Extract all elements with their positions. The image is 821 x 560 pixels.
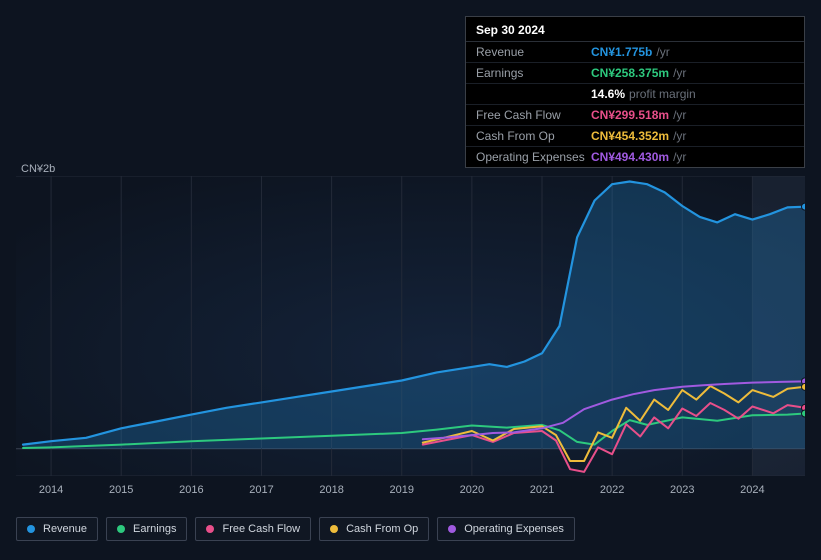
tooltip-unit: /yr (673, 150, 686, 164)
tooltip-value: 14.6% (591, 87, 625, 101)
tooltip-label (476, 87, 591, 101)
x-axis-label: 2024 (740, 484, 764, 496)
tooltip-row: Free Cash FlowCN¥299.518m/yr (466, 105, 804, 126)
tooltip-value: CN¥494.430m (591, 150, 669, 164)
x-axis-label: 2022 (600, 484, 624, 496)
line-chart[interactable] (16, 176, 805, 476)
legend-item[interactable]: Revenue (16, 517, 98, 541)
legend-label: Earnings (133, 523, 176, 535)
legend-dot-icon (27, 525, 35, 533)
chart-tooltip: Sep 30 2024 RevenueCN¥1.775b/yrEarningsC… (465, 16, 805, 168)
legend-dot-icon (117, 525, 125, 533)
legend-label: Revenue (43, 523, 87, 535)
legend-dot-icon (330, 525, 338, 533)
tooltip-row: Cash From OpCN¥454.352m/yr (466, 126, 804, 147)
tooltip-unit: /yr (673, 129, 686, 143)
legend-item[interactable]: Earnings (106, 517, 187, 541)
x-axis-label: 2017 (249, 484, 273, 496)
y-axis-label: CN¥2b (21, 163, 55, 175)
tooltip-unit: /yr (656, 45, 669, 59)
x-axis-label: 2015 (109, 484, 133, 496)
tooltip-row: 14.6% profit margin (466, 84, 804, 105)
legend: Revenue Earnings Free Cash Flow Cash From O… (16, 517, 575, 541)
tooltip-value: CN¥1.775b (591, 45, 652, 59)
x-axis-label: 2021 (530, 484, 554, 496)
legend-item[interactable]: Free Cash Flow (195, 517, 311, 541)
x-axis-label: 2019 (389, 484, 413, 496)
legend-label: Operating Expenses (464, 523, 564, 535)
legend-label: Cash From Op (346, 523, 418, 535)
tooltip-row: EarningsCN¥258.375m/yr (466, 63, 804, 84)
tooltip-row: Operating ExpensesCN¥494.430m/yr (466, 147, 804, 167)
tooltip-unit: /yr (673, 108, 686, 122)
tooltip-row: RevenueCN¥1.775b/yr (466, 42, 804, 63)
legend-item[interactable]: Operating Expenses (437, 517, 575, 541)
x-axis-label: 2016 (179, 484, 203, 496)
tooltip-unit: profit margin (629, 87, 696, 101)
tooltip-label: Free Cash Flow (476, 108, 591, 122)
tooltip-label: Revenue (476, 45, 591, 59)
tooltip-value: CN¥299.518m (591, 108, 669, 122)
x-axis-label: 2014 (39, 484, 63, 496)
x-axis-label: 2020 (460, 484, 484, 496)
legend-item[interactable]: Cash From Op (319, 517, 429, 541)
tooltip-value: CN¥454.352m (591, 129, 669, 143)
x-axis-label: 2018 (319, 484, 343, 496)
tooltip-label: Cash From Op (476, 129, 591, 143)
tooltip-label: Earnings (476, 66, 591, 80)
tooltip-value: CN¥258.375m (591, 66, 669, 80)
tooltip-unit: /yr (673, 66, 686, 80)
legend-label: Free Cash Flow (222, 523, 300, 535)
tooltip-label: Operating Expenses (476, 150, 591, 164)
x-axis-label: 2023 (670, 484, 694, 496)
tooltip-date: Sep 30 2024 (466, 17, 804, 42)
legend-dot-icon (448, 525, 456, 533)
x-axis: 2014 2015 2016 2017 2018 2019 2020 2021 2022 2023… (16, 484, 805, 502)
legend-dot-icon (206, 525, 214, 533)
